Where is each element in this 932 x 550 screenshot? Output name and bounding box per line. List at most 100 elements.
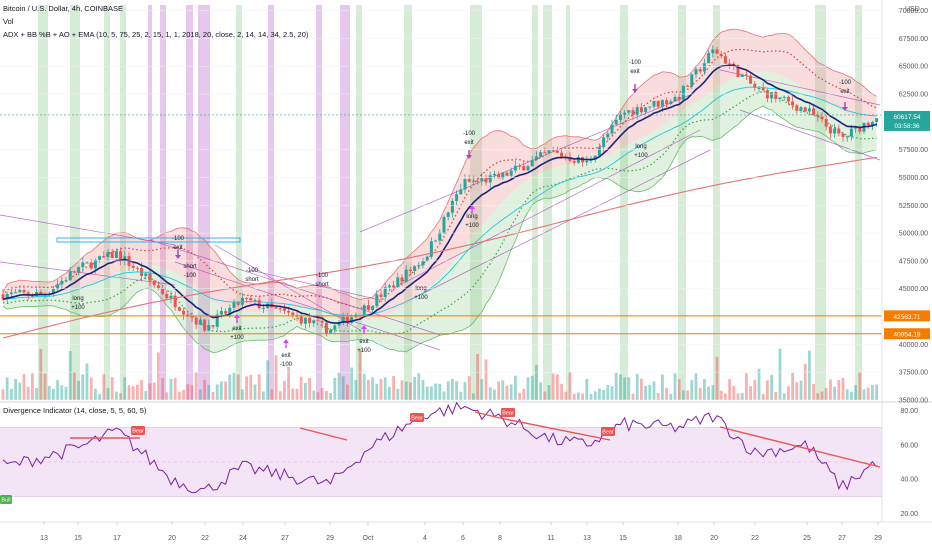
candle-body [467,179,471,182]
candle-body [854,126,858,129]
candle-body [123,256,127,260]
volume-bar [106,388,110,400]
candle-body [812,108,816,115]
volume-bar [123,377,127,400]
divergence-line [474,411,501,419]
candle-body [81,262,85,268]
candle-body [585,160,589,163]
price-tick-label: 40000.00 [899,342,928,349]
volume-bar [1,389,5,400]
candle-body [728,63,732,65]
volume-bar [220,381,223,400]
candle-body [471,180,475,182]
volume-bar [682,390,685,400]
candle-body [135,267,139,269]
volume-bar [22,373,26,400]
signal-text: +100 [230,335,244,341]
volume-bar [736,393,740,400]
price-tick-label: 62500.00 [899,92,928,99]
trend-line [409,149,711,301]
candle-body [429,241,433,257]
candle-body [463,179,467,190]
candle-body [539,152,543,157]
candle-body [656,100,660,107]
time-tick-label: 18 [674,535,682,542]
candle-body [707,53,711,64]
signal-text: -100 [316,273,329,279]
indicator-label: ADX + BB %B + AO + EMA (10, 5, 75, 25, 2… [3,30,309,39]
candle-body [736,64,740,78]
volume-bar [648,384,652,400]
volume-bar [115,391,118,400]
volume-bar [56,380,59,400]
signal-text: +100 [357,348,371,354]
sell-zone-band [186,5,193,400]
volume-bar [753,379,757,400]
candle-body [526,166,530,171]
candle-body [866,122,870,126]
buy-zone-band [404,5,412,400]
time-tick-label: 29 [326,535,334,542]
volume-bar [803,363,807,400]
moving-averages [2,64,877,339]
arrow-down-head [466,155,472,159]
candle-body [875,118,879,123]
candle-body [568,156,572,161]
time-tick-label: 8 [498,535,502,542]
level-1-tag: 42563.71 [893,314,920,321]
candle-body [5,293,9,300]
volume-bar [442,391,446,400]
candle-body [560,152,564,157]
candle-body [102,256,106,258]
candle-body [639,107,643,113]
candle-body [169,295,173,299]
volume-bar [703,379,706,400]
rsi-tick-label: 20.00 [900,511,918,518]
candle-body [694,69,698,75]
candle-body [77,267,81,273]
volume-bar [388,386,391,400]
signal-text: +100 [414,295,428,301]
candle-body [497,173,501,179]
candle-body [366,305,370,310]
signal-label: long +100 [414,286,428,301]
candle-body [753,83,757,89]
volume-bar [199,389,202,400]
volume-bar [837,379,841,400]
buy-zone-band [104,5,110,400]
candle-body [253,299,257,301]
candle-body [236,301,240,305]
price-tick-label: 70000.00 [899,8,928,15]
signal-text: short [183,264,197,270]
volume-bar [446,381,450,400]
volume-bar [320,387,324,400]
candle-body [18,290,22,293]
volume-bar [182,389,185,400]
candle-body [761,87,765,91]
signal-label: -100 exit [629,60,642,75]
candle-body [156,285,160,289]
candle-body [114,251,118,258]
volume-bar [871,384,874,400]
price-tick-label: 65000.00 [899,64,928,71]
candle-body [509,170,513,176]
volume-bar [816,393,820,400]
volume-bar [451,378,454,400]
candle-body [203,319,207,331]
sell-zone-band [160,5,166,400]
candle-body [387,285,391,288]
volume-bar [854,385,857,400]
candle-body [799,107,803,111]
volume-bar [110,377,114,400]
signal-label: -100 short [315,273,329,288]
volume-bar [522,388,526,400]
time-tick-label: 4 [423,535,427,542]
volume-bar [761,393,765,400]
rsi-band [0,427,882,497]
volume-bar [740,393,744,400]
volume-bar [346,384,349,400]
signal-text: +100 [465,223,479,229]
candle-body [740,74,744,78]
candle-body [442,216,446,233]
volume-bar [459,391,463,400]
